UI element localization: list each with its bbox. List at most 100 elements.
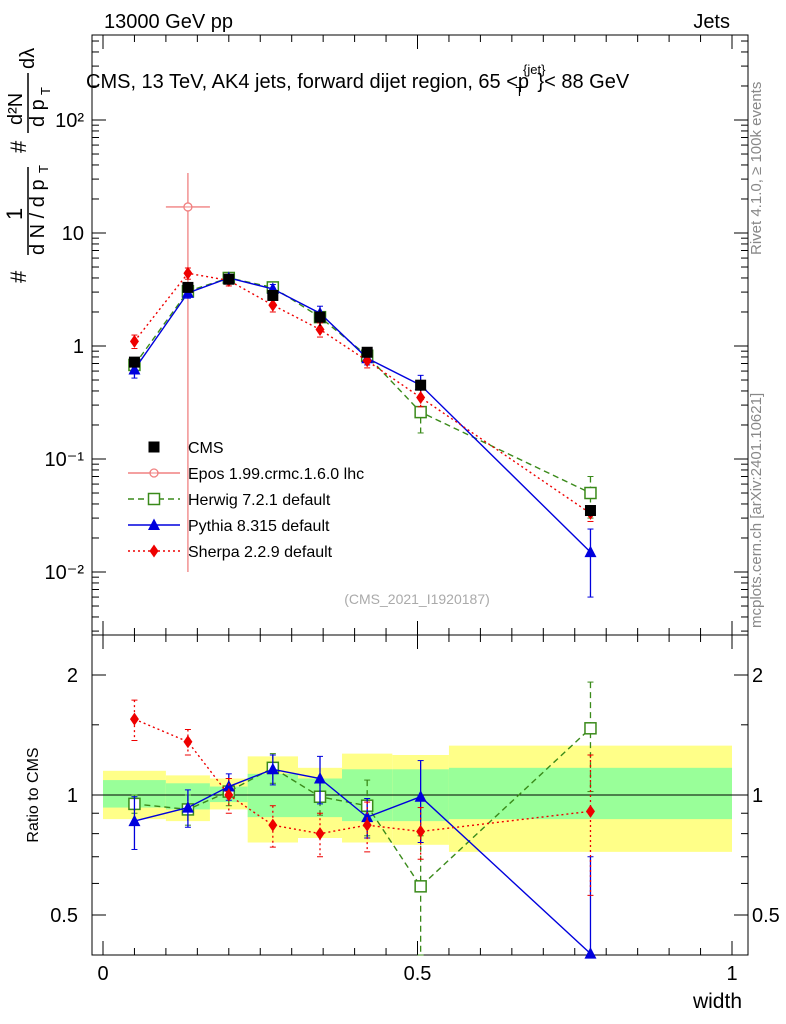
legend-label-pythia: Pythia 8.315 default <box>188 518 330 535</box>
legend-marker-sherpa <box>149 544 159 558</box>
main-pythia-point <box>584 545 597 558</box>
ylabel-dlambda: dλ <box>17 48 39 69</box>
header-energy-label: 13000 GeV pp <box>104 11 233 33</box>
main-cms-point <box>128 356 140 368</box>
main-cms-point <box>314 311 326 323</box>
main-y-tick-label: 10⁻² <box>45 562 85 584</box>
main-cms-series <box>128 273 596 517</box>
legend-entry-epos: Epos 1.99.crmc.1.6.0 lhc <box>128 466 364 483</box>
ratio-pythia-point <box>584 947 597 959</box>
main-y-tick-label: 1 <box>73 336 84 358</box>
ratio-sherpa-point <box>224 788 234 802</box>
main-cms-point <box>223 273 235 285</box>
plot-title-end: }< 88 GeV <box>537 71 629 93</box>
ratio-pythia-point <box>414 790 427 802</box>
ylabel-frac2-den-sub: T <box>38 87 53 95</box>
x-axis-label: width <box>692 990 742 1013</box>
ratio-y-tick-label: 1 <box>67 785 78 807</box>
ratio-y-tick-label: 0.5 <box>50 905 78 927</box>
legend-label-cms: CMS <box>188 440 224 457</box>
rivet-version-label: Rivet 4.1.0, ≥ 100k events <box>748 82 765 255</box>
main-y-tick-label: 10 <box>62 223 84 245</box>
legend-label-epos: Epos 1.99.crmc.1.6.0 lhc <box>188 466 364 483</box>
main-y-tick-label: 10⁻¹ <box>45 449 85 471</box>
ratio-sherpa-point <box>416 824 426 838</box>
ratio-sherpa-point <box>315 827 325 841</box>
main-cms-point <box>361 346 373 358</box>
ratio-y-axis-label: Ratio to CMS <box>25 747 42 842</box>
ratio-y-tick-label-right: 2 <box>752 665 763 687</box>
legend-marker-cms <box>148 441 160 453</box>
plot-title-main: CMS, 13 TeV, AK4 jets, forward dijet reg… <box>86 71 529 93</box>
legend-entry-sherpa: Sherpa 2.2.9 default <box>128 544 333 561</box>
x-tick-label: 0.5 <box>404 963 432 985</box>
main-herwig-line <box>133 277 591 494</box>
ylabel-frac1-num: 1 <box>2 208 27 220</box>
x-tick-label: 1 <box>726 963 737 985</box>
ratio-pythia-point <box>266 762 279 775</box>
main-cms-point <box>267 289 279 301</box>
mcplots-label: mcplots.cern.ch [arXiv:2401.10621] <box>748 393 765 628</box>
ratio-pythia-point <box>361 810 374 823</box>
ratio-pythia-point <box>128 814 141 827</box>
legend-label-sherpa: Sherpa 2.2.9 default <box>188 544 333 561</box>
ylabel-frac1-den: d N / d p <box>27 179 49 255</box>
ratio-y-tick-label-right: 1 <box>752 785 763 807</box>
main-y-tick-label: 10² <box>55 110 84 132</box>
legend-entry-herwig: Herwig 7.2.1 default <box>128 492 331 509</box>
axis-ticks: 0 0.5 1 10⁻² 10⁻¹ 1 10 10² 0.5 0.5 1 1 2 2 <box>45 35 780 985</box>
ylabel-frac2-den: d p <box>27 99 49 127</box>
ylabel-frac2-num: d²N <box>5 93 27 125</box>
main-pythia-line <box>133 277 591 553</box>
data-series <box>128 172 597 959</box>
ratio-herwig-point <box>584 722 597 735</box>
main-sherpa-point <box>416 391 426 405</box>
ratio-pythia-point <box>181 801 194 813</box>
main-sherpa-point <box>129 334 139 348</box>
ratio-sherpa-series <box>129 699 595 896</box>
main-cms-point <box>182 281 194 293</box>
plot-title: CMS, 13 TeV, AK4 jets, forward dijet reg… <box>86 62 630 99</box>
ratio-pythia-line <box>134 768 591 955</box>
legend-label-herwig: Herwig 7.2.1 default <box>188 492 331 509</box>
legend-marker-pythia <box>148 518 160 530</box>
main-epos-series <box>165 172 210 572</box>
ratio-pythia-series <box>128 754 597 959</box>
main-epos-point <box>183 202 193 212</box>
main-herwig-point <box>414 405 427 419</box>
main-cms-point <box>584 505 596 517</box>
main-sherpa-line <box>133 272 591 514</box>
plot-title-sub: T <box>515 84 523 99</box>
ratio-sherpa-point <box>585 804 595 818</box>
x-tick-label: 0 <box>97 963 108 985</box>
main-pythia-point <box>128 362 141 375</box>
ratio-herwig-point <box>414 880 427 893</box>
legend-entry-cms: CMS <box>148 440 224 457</box>
header-jets-label: Jets <box>693 11 730 33</box>
ratio-pythia-point <box>314 772 327 784</box>
main-sherpa-series <box>129 266 595 522</box>
ratio-sherpa-point <box>362 818 372 832</box>
ratio-sherpa-point <box>129 712 139 726</box>
legend: CMS Epos 1.99.crmc.1.6.0 lhc Herwig 7.2.1 … <box>128 440 364 561</box>
legend-marker-herwig <box>147 492 161 506</box>
main-sherpa-point <box>315 322 325 336</box>
ratio-sherpa-point <box>183 735 193 749</box>
main-herwig-point <box>584 486 597 500</box>
main-y-axis-label: # 1 d N / d p T # d²N d p T dλ <box>2 48 53 283</box>
ratio-y-tick-label-right: 0.5 <box>752 905 780 927</box>
ylabel-hash-1: # <box>6 270 31 283</box>
main-sherpa-point <box>268 298 278 312</box>
ratio-sherpa-point <box>268 818 278 832</box>
legend-entry-pythia: Pythia 8.315 default <box>128 518 330 535</box>
main-cms-point <box>415 379 427 391</box>
ylabel-hash-2: # <box>6 140 31 153</box>
ratio-herwig-line <box>134 727 591 888</box>
plot-title-sup: {jet} <box>523 62 546 77</box>
analysis-watermark: (CMS_2021_I1920187) <box>344 591 490 607</box>
main-sherpa-point <box>183 266 193 280</box>
ratio-y-tick-label: 2 <box>67 665 78 687</box>
ratio-pythia-point <box>222 780 235 792</box>
legend-marker-epos <box>149 468 159 478</box>
